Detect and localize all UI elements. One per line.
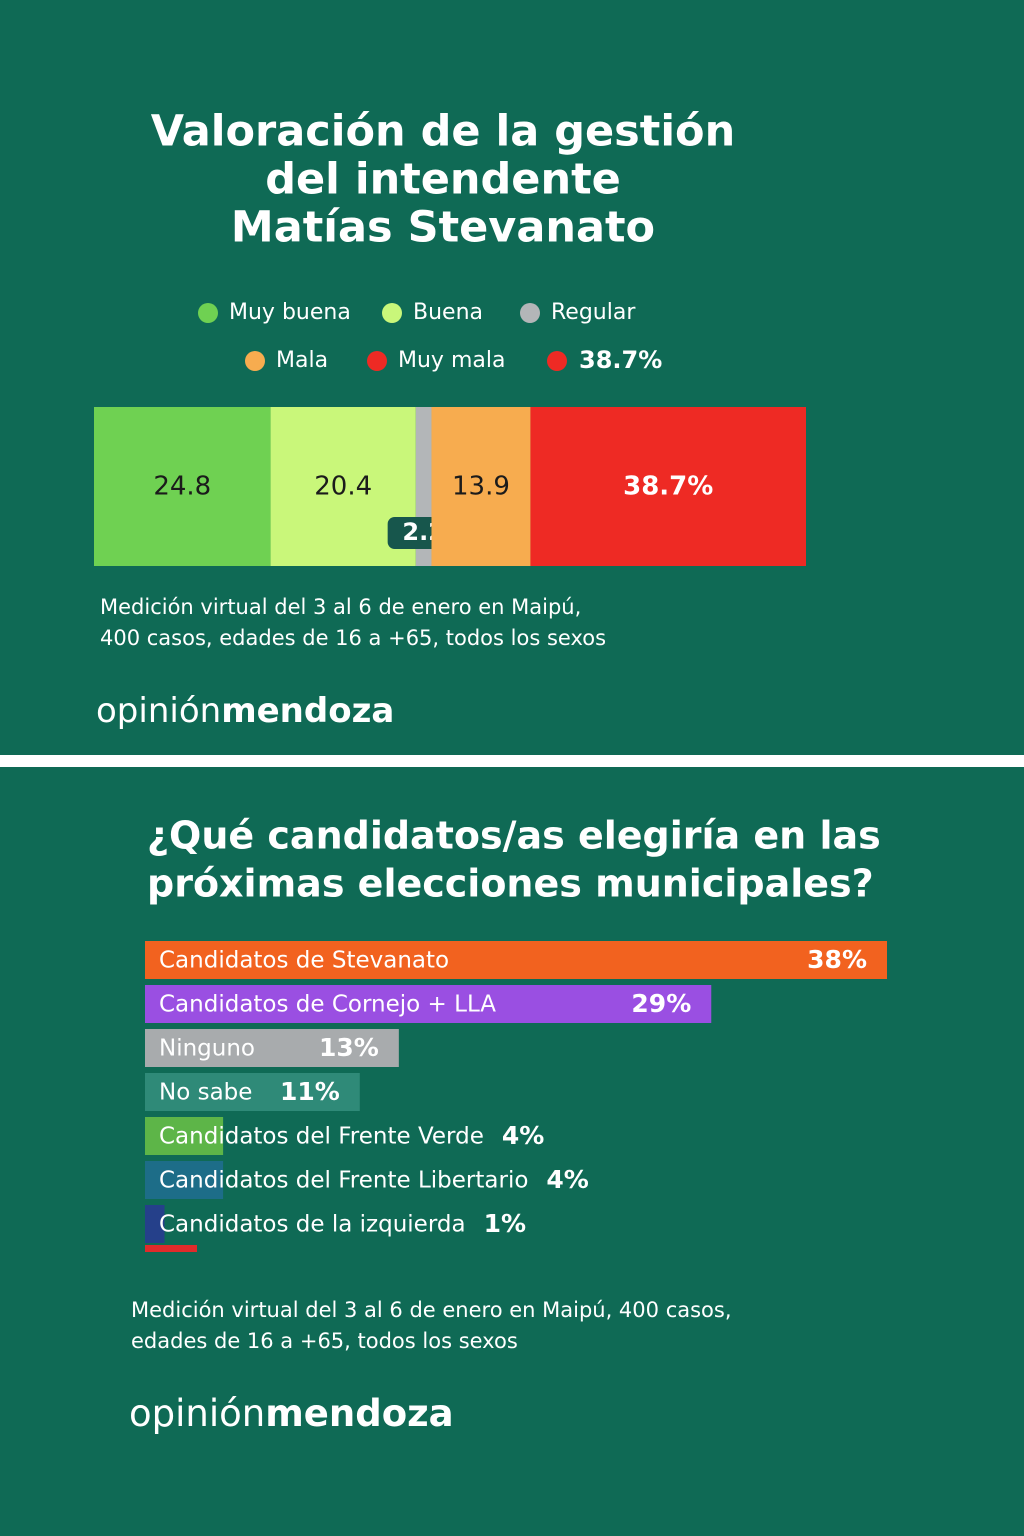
category-label: Candidatos de la izquierda: [159, 1212, 466, 1238]
bar: [145, 1117, 224, 1155]
brand-light: opinión: [96, 691, 221, 731]
bar-segment: [431, 407, 531, 566]
legend-dot: [198, 303, 218, 323]
legend-dot: [520, 303, 540, 323]
value-label: 4%: [502, 1121, 544, 1150]
value-label: 38.7%: [623, 472, 713, 502]
legend-note: 38.7%: [579, 346, 662, 374]
bar: [145, 1073, 360, 1111]
category-label: Ninguno: [159, 1036, 255, 1062]
brand-light: opinión: [129, 1392, 265, 1435]
legend-label: Regular: [551, 300, 636, 325]
bar: [145, 1205, 165, 1243]
divider: [0, 755, 1024, 767]
note: edades de 16 a +65, todos los sexos: [131, 1329, 518, 1353]
legend-label: Muy buena: [229, 300, 351, 325]
legend-dot: [382, 303, 402, 323]
category-label: Candidatos del Frente Verde: [159, 1124, 484, 1150]
bar: [145, 1029, 399, 1067]
note: 400 casos, edades de 16 a +65, todos los…: [100, 626, 606, 650]
bar-segment: [94, 407, 271, 566]
brand-bold: mendoza: [221, 691, 394, 731]
bar: [145, 941, 887, 979]
chart-title: próximas elecciones municipales?: [147, 862, 874, 906]
decoration: [145, 1245, 197, 1252]
note: Medición virtual del 3 al 6 de enero en …: [100, 595, 581, 619]
brand-bold: mendoza: [265, 1392, 453, 1435]
brand: opiniónmendoza: [96, 691, 394, 731]
value-label: 11%: [280, 1077, 340, 1106]
legend-dot: [367, 351, 387, 371]
note: Medición virtual del 3 al 6 de enero en …: [131, 1298, 732, 1322]
bar-segment: [530, 407, 806, 566]
value-label: 1%: [484, 1209, 526, 1238]
chart-title: Valoración de la gestión: [151, 107, 735, 157]
chart-title: Matías Stevanato: [231, 203, 655, 253]
value-label: 4%: [546, 1165, 588, 1194]
legend-label: Buena: [413, 300, 483, 325]
bar: [145, 1161, 224, 1199]
value-label: 13%: [319, 1033, 379, 1062]
chart-title: ¿Qué candidatos/as elegiría en las: [147, 814, 881, 858]
category-label: Candidatos de Cornejo + LLA: [159, 992, 496, 1018]
category-label: No sabe: [159, 1080, 252, 1106]
legend-dot: [245, 351, 265, 371]
brand: opiniónmendoza: [129, 1392, 454, 1435]
top-panel: [0, 0, 1024, 755]
bar: [145, 985, 712, 1023]
legend-dot: [547, 351, 567, 371]
category-label: Candidatos de Stevanato: [159, 948, 449, 974]
value-label: 38%: [807, 945, 867, 974]
value-label: 24.8: [153, 472, 211, 502]
value-label: 29%: [631, 989, 691, 1018]
legend-label: Muy mala: [398, 348, 505, 373]
legend-label: Mala: [276, 348, 328, 373]
chart-title: del intendente: [265, 155, 621, 205]
category-label: Candidatos del Frente Libertario: [159, 1168, 528, 1194]
value-label: 20.4: [314, 472, 372, 502]
value-label: 13.9: [452, 472, 510, 502]
